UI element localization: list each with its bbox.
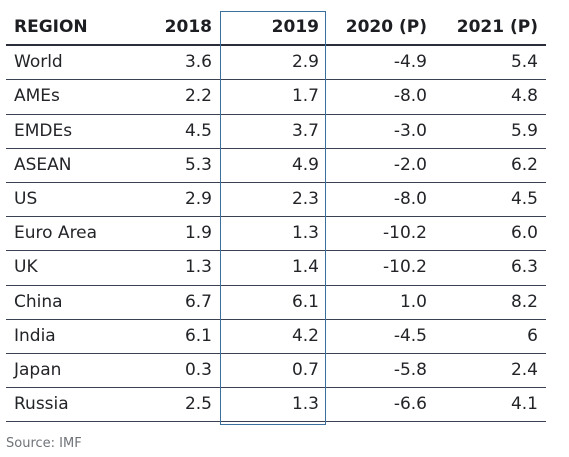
value-cell: 1.0 — [327, 285, 435, 320]
value-cell: -8.0 — [327, 182, 435, 218]
value-cell: 1.3 — [220, 216, 327, 252]
value-cell: -6.6 — [327, 387, 435, 423]
table-row: AMEs 2.2 1.7 -8.0 4.8 — [6, 79, 546, 115]
growth-table-container: REGION 2018 2019 2020 (P) 2021 (P) World 3.6 2… — [6, 11, 546, 423]
value-cell: -5.8 — [327, 353, 435, 389]
value-cell: 2.9 — [220, 45, 327, 81]
value-cell: 0.7 — [220, 353, 327, 389]
value-cell: -8.0 — [327, 79, 435, 115]
table-row: ASEAN 5.3 4.9 -2.0 6.2 — [6, 148, 546, 183]
table-header-row: REGION 2018 2019 2020 (P) 2021 (P) — [6, 11, 546, 47]
table-row: China 6.7 6.1 1.0 8.2 — [6, 285, 546, 320]
table-row: Euro Area 1.9 1.3 -10.2 6.0 — [6, 216, 546, 252]
value-cell: 6 — [435, 319, 546, 354]
value-cell: 3.7 — [220, 114, 327, 149]
table-row: World 3.6 2.9 -4.9 5.4 — [6, 45, 546, 81]
value-cell: 8.2 — [435, 285, 546, 320]
value-cell: 1.7 — [220, 79, 327, 115]
value-cell: 4.1 — [435, 387, 546, 423]
value-cell: 4.2 — [220, 319, 327, 354]
region-name-cell: AMEs — [6, 79, 116, 115]
region-name-cell: World — [6, 45, 116, 81]
header-cell-year: 2020 (P) — [327, 11, 435, 47]
value-cell: -10.2 — [327, 216, 435, 252]
region-name-cell: China — [6, 285, 116, 320]
value-cell: 2.5 — [116, 387, 220, 423]
value-cell: 4.5 — [435, 182, 546, 218]
region-name-cell: EMDEs — [6, 114, 116, 149]
value-cell: 4.9 — [220, 148, 327, 183]
table-row: EMDEs 4.5 3.7 -3.0 5.9 — [6, 114, 546, 149]
value-cell: 0.3 — [116, 353, 220, 389]
region-name-cell: Euro Area — [6, 216, 116, 252]
table-row: Japan 0.3 0.7 -5.8 2.4 — [6, 353, 546, 389]
value-cell: -10.2 — [327, 250, 435, 286]
value-cell: 1.3 — [116, 250, 220, 286]
header-cell-region: REGION — [6, 11, 116, 47]
value-cell: 6.1 — [220, 285, 327, 320]
value-cell: -2.0 — [327, 148, 435, 183]
value-cell: 2.2 — [116, 79, 220, 115]
value-cell: 1.9 — [116, 216, 220, 252]
region-name-cell: ASEAN — [6, 148, 116, 183]
header-cell-year: 2021 (P) — [435, 11, 546, 47]
value-cell: 6.1 — [116, 319, 220, 354]
value-cell: 6.7 — [116, 285, 220, 320]
header-cell-year: 2018 — [116, 11, 220, 47]
table-row: India 6.1 4.2 -4.5 6 — [6, 319, 546, 354]
value-cell: -4.9 — [327, 45, 435, 81]
value-cell: 3.6 — [116, 45, 220, 81]
region-name-cell: US — [6, 182, 116, 218]
value-cell: -4.5 — [327, 319, 435, 354]
table-row: US 2.9 2.3 -8.0 4.5 — [6, 182, 546, 218]
region-name-cell: UK — [6, 250, 116, 286]
table-body: World 3.6 2.9 -4.9 5.4 AMEs 2.2 1.7 -8.0 4.8 EMDEs… — [6, 45, 546, 423]
value-cell: 4.5 — [116, 114, 220, 149]
value-cell: 2.4 — [435, 353, 546, 389]
growth-table: REGION 2018 2019 2020 (P) 2021 (P) World 3.6 2… — [6, 11, 546, 423]
value-cell: 5.9 — [435, 114, 546, 149]
value-cell: 2.3 — [220, 182, 327, 218]
value-cell: 6.2 — [435, 148, 546, 183]
value-cell: 6.0 — [435, 216, 546, 252]
table-row: Russia 2.5 1.3 -6.6 4.1 — [6, 387, 546, 423]
value-cell: 2.9 — [116, 182, 220, 218]
region-name-cell: Russia — [6, 387, 116, 423]
region-name-cell: India — [6, 319, 116, 354]
source-note: Source: IMF — [6, 436, 82, 451]
value-cell: -3.0 — [327, 114, 435, 149]
header-cell-year: 2019 — [220, 11, 327, 47]
region-name-cell: Japan — [6, 353, 116, 389]
table-row: UK 1.3 1.4 -10.2 6.3 — [6, 250, 546, 286]
value-cell: 1.4 — [220, 250, 327, 286]
value-cell: 6.3 — [435, 250, 546, 286]
value-cell: 5.4 — [435, 45, 546, 81]
value-cell: 1.3 — [220, 387, 327, 423]
value-cell: 5.3 — [116, 148, 220, 183]
value-cell: 4.8 — [435, 79, 546, 115]
